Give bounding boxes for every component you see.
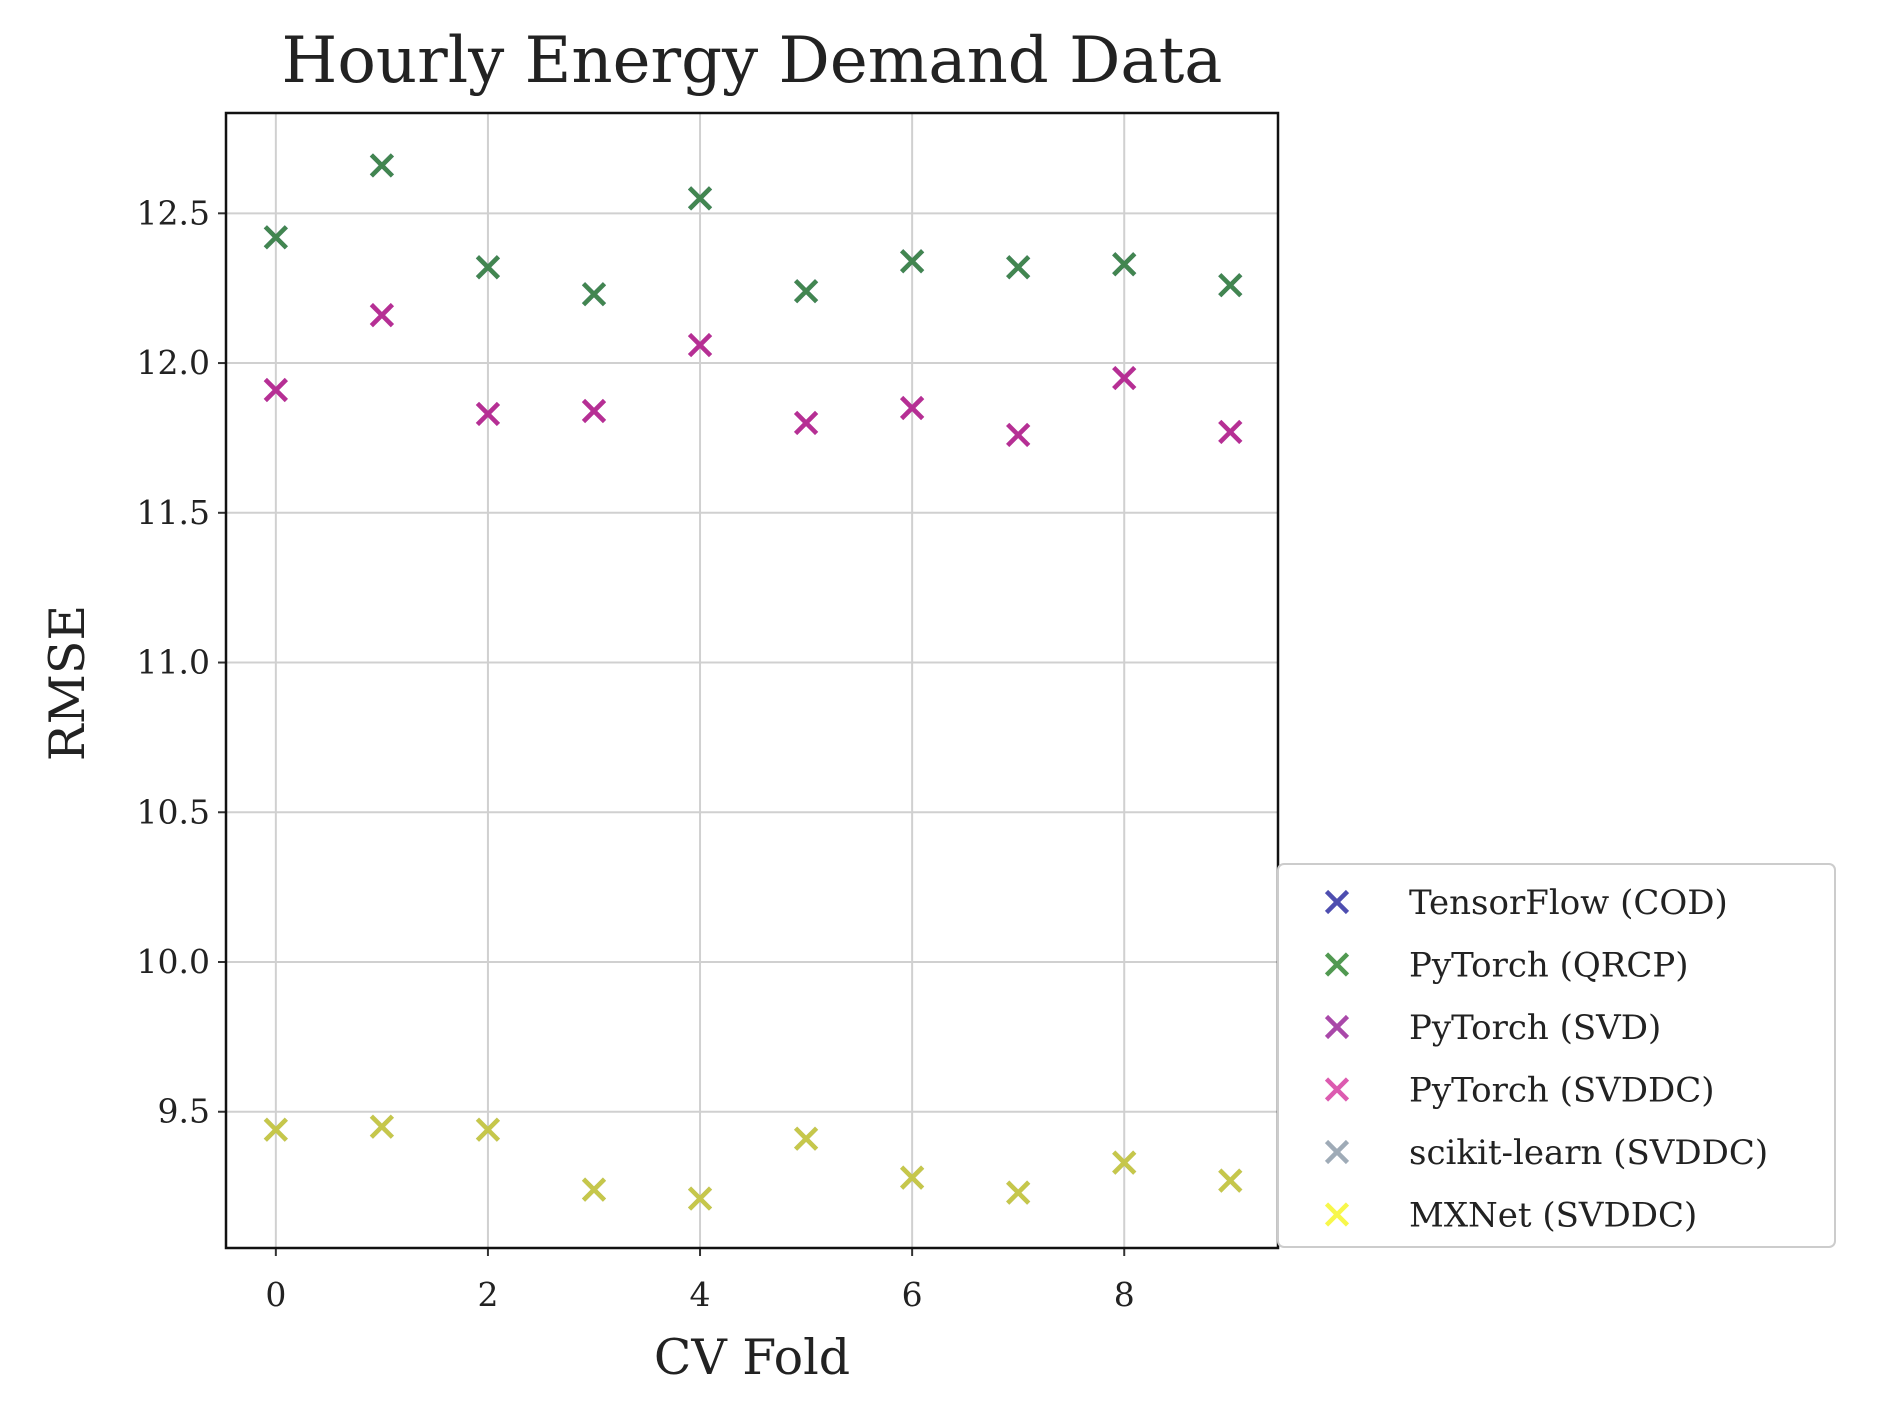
y-tick-label: 10.0 bbox=[137, 942, 210, 981]
x-tick-label: 6 bbox=[902, 1275, 923, 1314]
series-2-points bbox=[263, 153, 1243, 307]
legend-item: PyTorch (SVDDC) bbox=[1324, 1071, 1715, 1111]
legend-label: PyTorch (SVDDC) bbox=[1409, 1071, 1715, 1111]
x-tick-label: 8 bbox=[1114, 1275, 1135, 1314]
data-point bbox=[1218, 273, 1243, 298]
data-point bbox=[1006, 1180, 1031, 1205]
data-point bbox=[900, 395, 925, 421]
legend-box bbox=[1277, 863, 1836, 1248]
y-axis-label: RMSE bbox=[39, 605, 96, 761]
data-point bbox=[687, 333, 713, 358]
y-tick-label: 10.5 bbox=[137, 792, 210, 831]
data-point bbox=[581, 398, 607, 424]
series-6-points bbox=[263, 1114, 1243, 1211]
legend-item: PyTorch (QRCP) bbox=[1324, 946, 1689, 986]
legend-label: TensorFlow (COD) bbox=[1409, 883, 1728, 923]
data-point bbox=[1006, 422, 1031, 448]
x-axis-label: CV Fold bbox=[654, 1329, 850, 1386]
x-tick-label: 0 bbox=[265, 1275, 286, 1314]
data-point bbox=[687, 1186, 713, 1211]
data-point bbox=[1112, 252, 1137, 277]
legend-label: PyTorch (SVD) bbox=[1409, 1008, 1661, 1048]
data-point bbox=[369, 153, 394, 178]
data-point bbox=[581, 282, 607, 307]
data-point bbox=[900, 249, 925, 274]
data-point bbox=[793, 410, 819, 436]
legend-marker bbox=[1324, 952, 1350, 977]
data-point bbox=[263, 225, 288, 250]
plot-background bbox=[226, 113, 1278, 1248]
data-point bbox=[475, 401, 501, 427]
data-point bbox=[263, 377, 288, 403]
data-point bbox=[1112, 1150, 1137, 1175]
legend-marker bbox=[1324, 1077, 1350, 1102]
data-point bbox=[793, 1126, 819, 1151]
data-point bbox=[369, 1114, 394, 1139]
y-tick-label: 12.5 bbox=[137, 193, 210, 232]
legend-label: scikit-learn (SVDDC) bbox=[1409, 1133, 1768, 1173]
legend-item: PyTorch (SVD) bbox=[1324, 1008, 1661, 1048]
y-tick-label: 12.0 bbox=[137, 343, 210, 382]
y-tick-label: 11.5 bbox=[137, 493, 210, 532]
data-point bbox=[1112, 365, 1137, 391]
x-tick-label: 4 bbox=[690, 1275, 711, 1314]
data-point bbox=[475, 255, 501, 280]
plot-frame bbox=[224, 111, 1280, 1250]
data-point bbox=[263, 1117, 288, 1142]
legend-item: MXNet (SVDDC) bbox=[1324, 1196, 1697, 1236]
plot-area: 0 2 4 6 8 9.5 10.0 10.5 11.0 11.5 12.0 12.5 bbox=[137, 111, 1280, 1314]
legend-item: scikit-learn (SVDDC) bbox=[1324, 1133, 1768, 1173]
data-point bbox=[369, 303, 394, 328]
x-tick-label: 2 bbox=[477, 1275, 498, 1314]
data-point bbox=[581, 1177, 607, 1202]
data-point bbox=[1006, 255, 1031, 280]
legend: TensorFlow (COD) PyTorch (QRCP) PyTorch (S… bbox=[1277, 863, 1836, 1248]
legend-label: MXNet (SVDDC) bbox=[1409, 1196, 1697, 1236]
series-4-points bbox=[263, 303, 1243, 448]
axis-ticks: 0 2 4 6 8 9.5 10.0 10.5 11.0 11.5 12.0 12.5 bbox=[137, 193, 1135, 1314]
data-point bbox=[900, 1165, 925, 1190]
legend-item: TensorFlow (COD) bbox=[1324, 883, 1728, 923]
data-point bbox=[687, 186, 713, 211]
legend-marker bbox=[1324, 1139, 1350, 1165]
data-points bbox=[263, 153, 1243, 1211]
data-point bbox=[793, 279, 819, 304]
legend-marker bbox=[1324, 1202, 1350, 1227]
data-point bbox=[1218, 419, 1243, 445]
chart-title: Hourly Energy Demand Data bbox=[282, 24, 1223, 98]
y-tick-label: 11.0 bbox=[137, 643, 210, 682]
data-point bbox=[1218, 1168, 1243, 1193]
legend-marker bbox=[1324, 1014, 1350, 1040]
legend-marker bbox=[1324, 889, 1350, 915]
grid-lines bbox=[226, 113, 1278, 1248]
legend-label: PyTorch (QRCP) bbox=[1409, 946, 1689, 986]
data-point bbox=[475, 1117, 501, 1142]
y-tick-label: 9.5 bbox=[158, 1092, 210, 1131]
